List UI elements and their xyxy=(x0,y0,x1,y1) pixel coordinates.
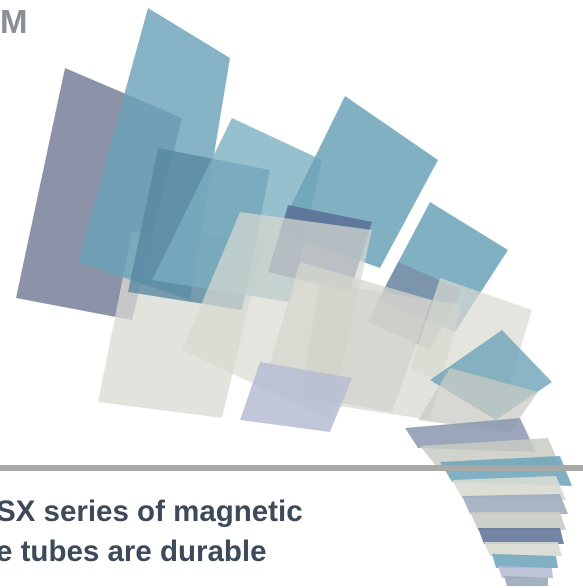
horizontal-divider xyxy=(0,465,583,471)
headline-line-2: e tubes are durable xyxy=(0,535,267,568)
panel-lavender xyxy=(240,362,352,432)
panel-gray-lower xyxy=(418,368,538,432)
tail-panel-5 xyxy=(462,494,568,514)
headline-line-1: SX series of magnetic xyxy=(0,495,303,528)
tail-panel-8 xyxy=(484,542,562,556)
headline: SX series of magnetic e tubes are durabl… xyxy=(0,492,416,572)
tail-panel-9 xyxy=(492,554,558,568)
tail-panel-10 xyxy=(498,566,553,578)
brand-fragment: M xyxy=(0,3,28,40)
tail-panel-11 xyxy=(504,576,548,586)
tail-panel-4 xyxy=(452,476,566,500)
tail-panel-7 xyxy=(478,528,564,544)
tail-panel-6 xyxy=(470,512,566,530)
